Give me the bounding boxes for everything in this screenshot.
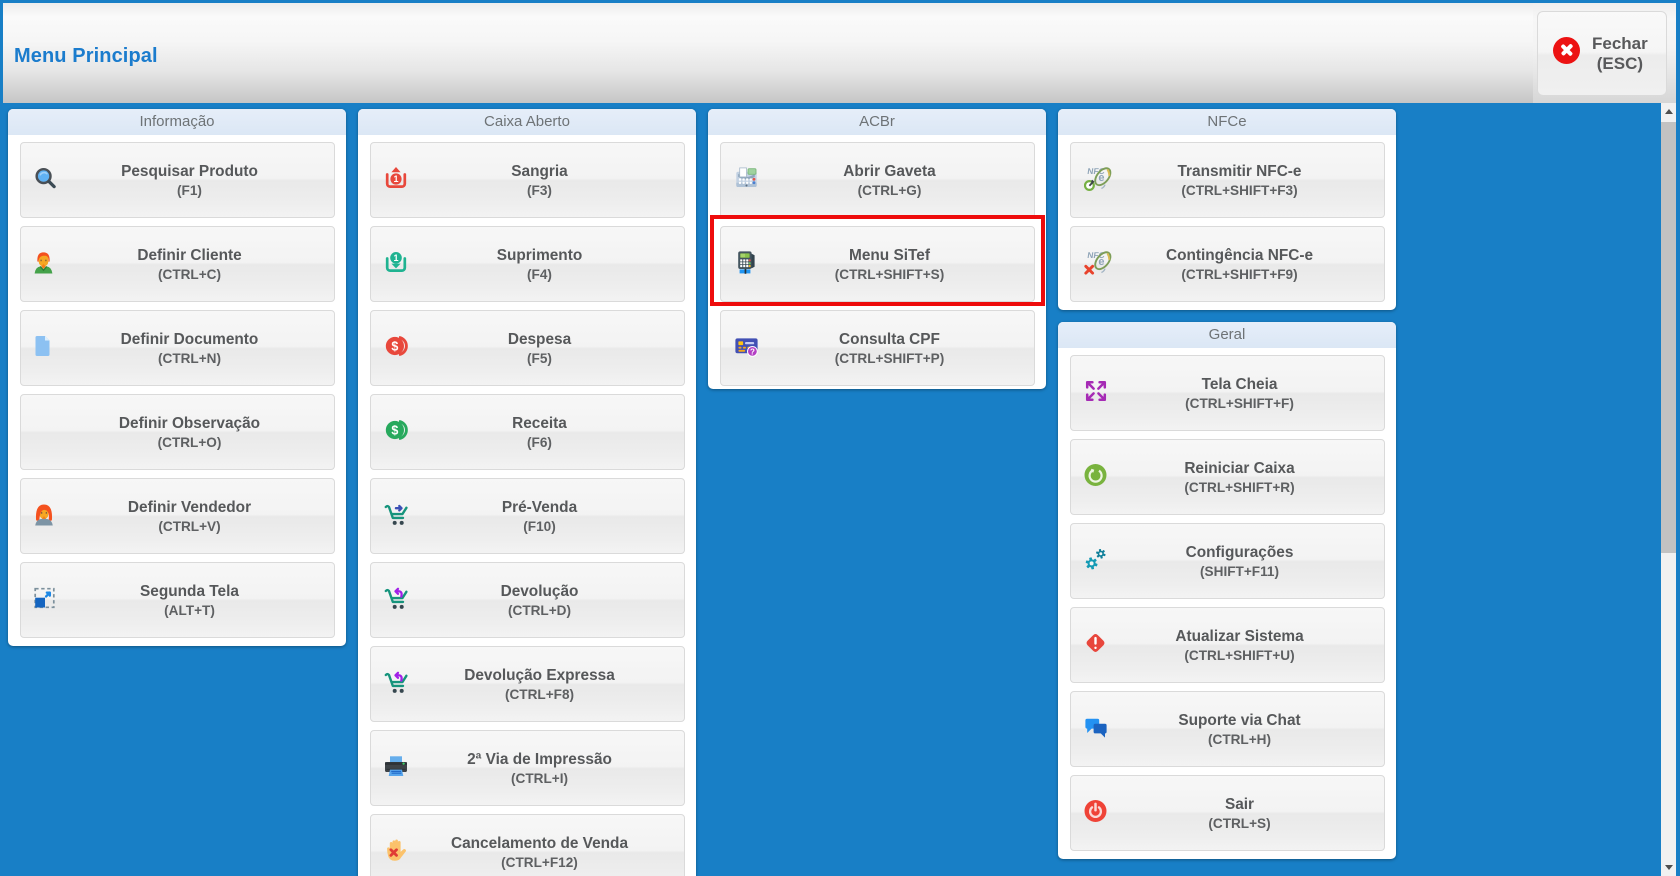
svg-text:e: e xyxy=(1098,172,1104,184)
svg-text:NFC: NFC xyxy=(1087,250,1106,260)
svg-text:1: 1 xyxy=(393,253,398,263)
svg-text:1: 1 xyxy=(393,174,398,184)
svg-text:e: e xyxy=(1098,256,1104,268)
svg-text:?: ? xyxy=(750,347,755,356)
svg-text:$: $ xyxy=(391,339,398,353)
svg-text:$: $ xyxy=(391,423,398,437)
svg-text:NFC: NFC xyxy=(1087,166,1106,176)
